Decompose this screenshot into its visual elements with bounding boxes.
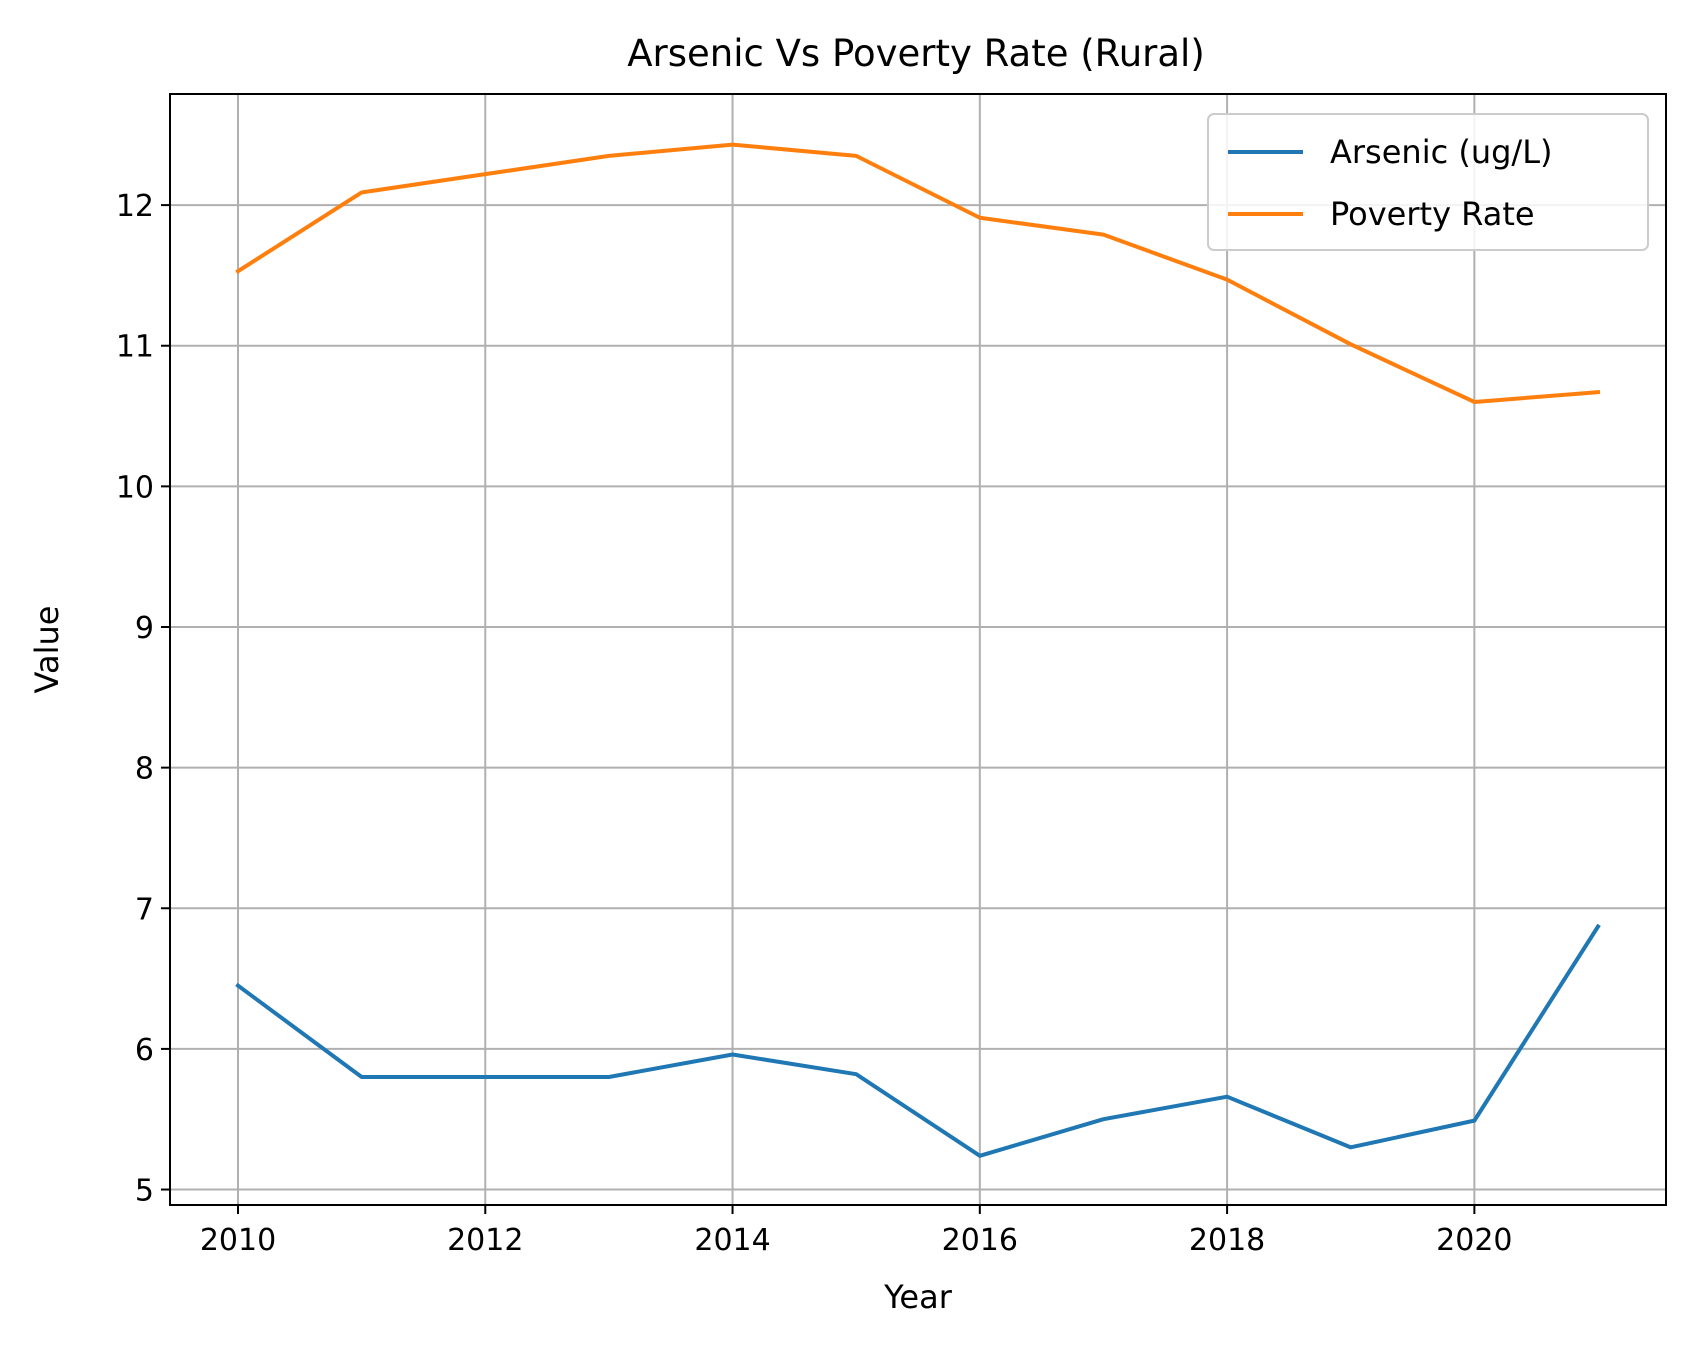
x-tick-label-0: 2010 <box>200 1223 276 1258</box>
series-lines <box>235 142 1601 1158</box>
y-tick-label-6: 11 <box>116 330 154 365</box>
x-tick-label-2: 2014 <box>694 1223 770 1258</box>
y-tick-label-5: 10 <box>116 470 154 505</box>
series-line-1 <box>235 142 1601 404</box>
ticks: 2010 2012 2014 2016 2018 2020 5 6 7 8 9 10 11 12 <box>116 189 1513 1258</box>
x-tick-label-1: 2012 <box>447 1223 523 1258</box>
y-tick-label-2: 7 <box>135 892 154 927</box>
y-tick-label-1: 6 <box>135 1033 154 1068</box>
legend-label-1: Poverty Rate <box>1330 195 1535 233</box>
legend: Arsenic (ug/L) Poverty Rate <box>1207 113 1649 251</box>
legend-label-0: Arsenic (ug/L) <box>1330 133 1553 171</box>
y-tick-label-3: 8 <box>135 752 154 787</box>
y-tick-label-4: 9 <box>135 611 154 646</box>
y-tick-label-0: 5 <box>135 1174 154 1209</box>
x-tick-label-5: 2020 <box>1436 1223 1512 1258</box>
y-tick-label-7: 12 <box>116 189 154 224</box>
series-line-0 <box>235 923 1601 1158</box>
plot-frame <box>169 93 1667 1206</box>
chart-title: Arsenic Vs Poverty Rate (Rural) <box>627 32 1205 75</box>
legend-box <box>1207 113 1649 251</box>
y-axis-label: Value <box>28 606 66 694</box>
grid <box>170 94 1666 1205</box>
x-tick-label-4: 2018 <box>1189 1223 1265 1258</box>
x-tick-label-3: 2016 <box>942 1223 1018 1258</box>
x-axis-label: Year <box>883 1278 953 1316</box>
